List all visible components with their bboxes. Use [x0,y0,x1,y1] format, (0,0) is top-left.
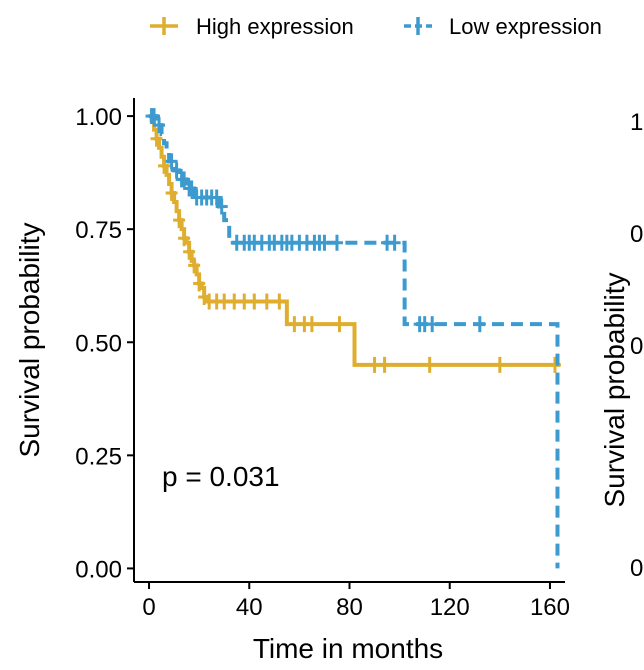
x-tick-label: 80 [336,594,363,621]
y-ticks: 0.00 0.25 0.50 0.75 1.00 [75,104,134,583]
right-y-tick-3: 0 [630,333,643,360]
x-axis-title: Time in months [253,633,443,664]
x-tick-label: 160 [530,594,570,621]
y-tick-label: 0.00 [75,556,122,583]
survival-line-high-expression [149,114,560,367]
right-y-tick-4: 0 [630,555,643,582]
p-value-annotation: p = 0.031 [162,461,280,492]
y-tick-label: 0.75 [75,217,122,244]
legend-key-low-expression [404,17,432,35]
right-y-axis-title: Survival probability [599,273,630,508]
y-tick-label: 0.25 [75,443,122,470]
y-tick-label: 0.50 [75,330,122,357]
legend-label-low-expression: Low expression [449,14,602,39]
legend-label-high-expression: High expression [196,14,354,39]
x-ticks: 0 40 80 120 160 [142,582,570,621]
x-tick-label: 0 [142,594,155,621]
survival-curves [145,108,561,569]
x-tick-label: 120 [430,594,470,621]
y-axis-title: Survival probability [14,223,45,458]
survival-line-low-expression [149,114,560,569]
legend-key-high-expression [150,17,178,35]
y-tick-label: 1.00 [75,104,122,131]
right-y-tick-2: 0 [630,221,643,248]
x-tick-label: 40 [236,594,263,621]
right-panel-partial: Survival probability 1 0 0 0 [599,109,643,582]
legend: High expression Low expression [150,14,602,39]
right-y-tick-1: 1 [630,109,643,136]
